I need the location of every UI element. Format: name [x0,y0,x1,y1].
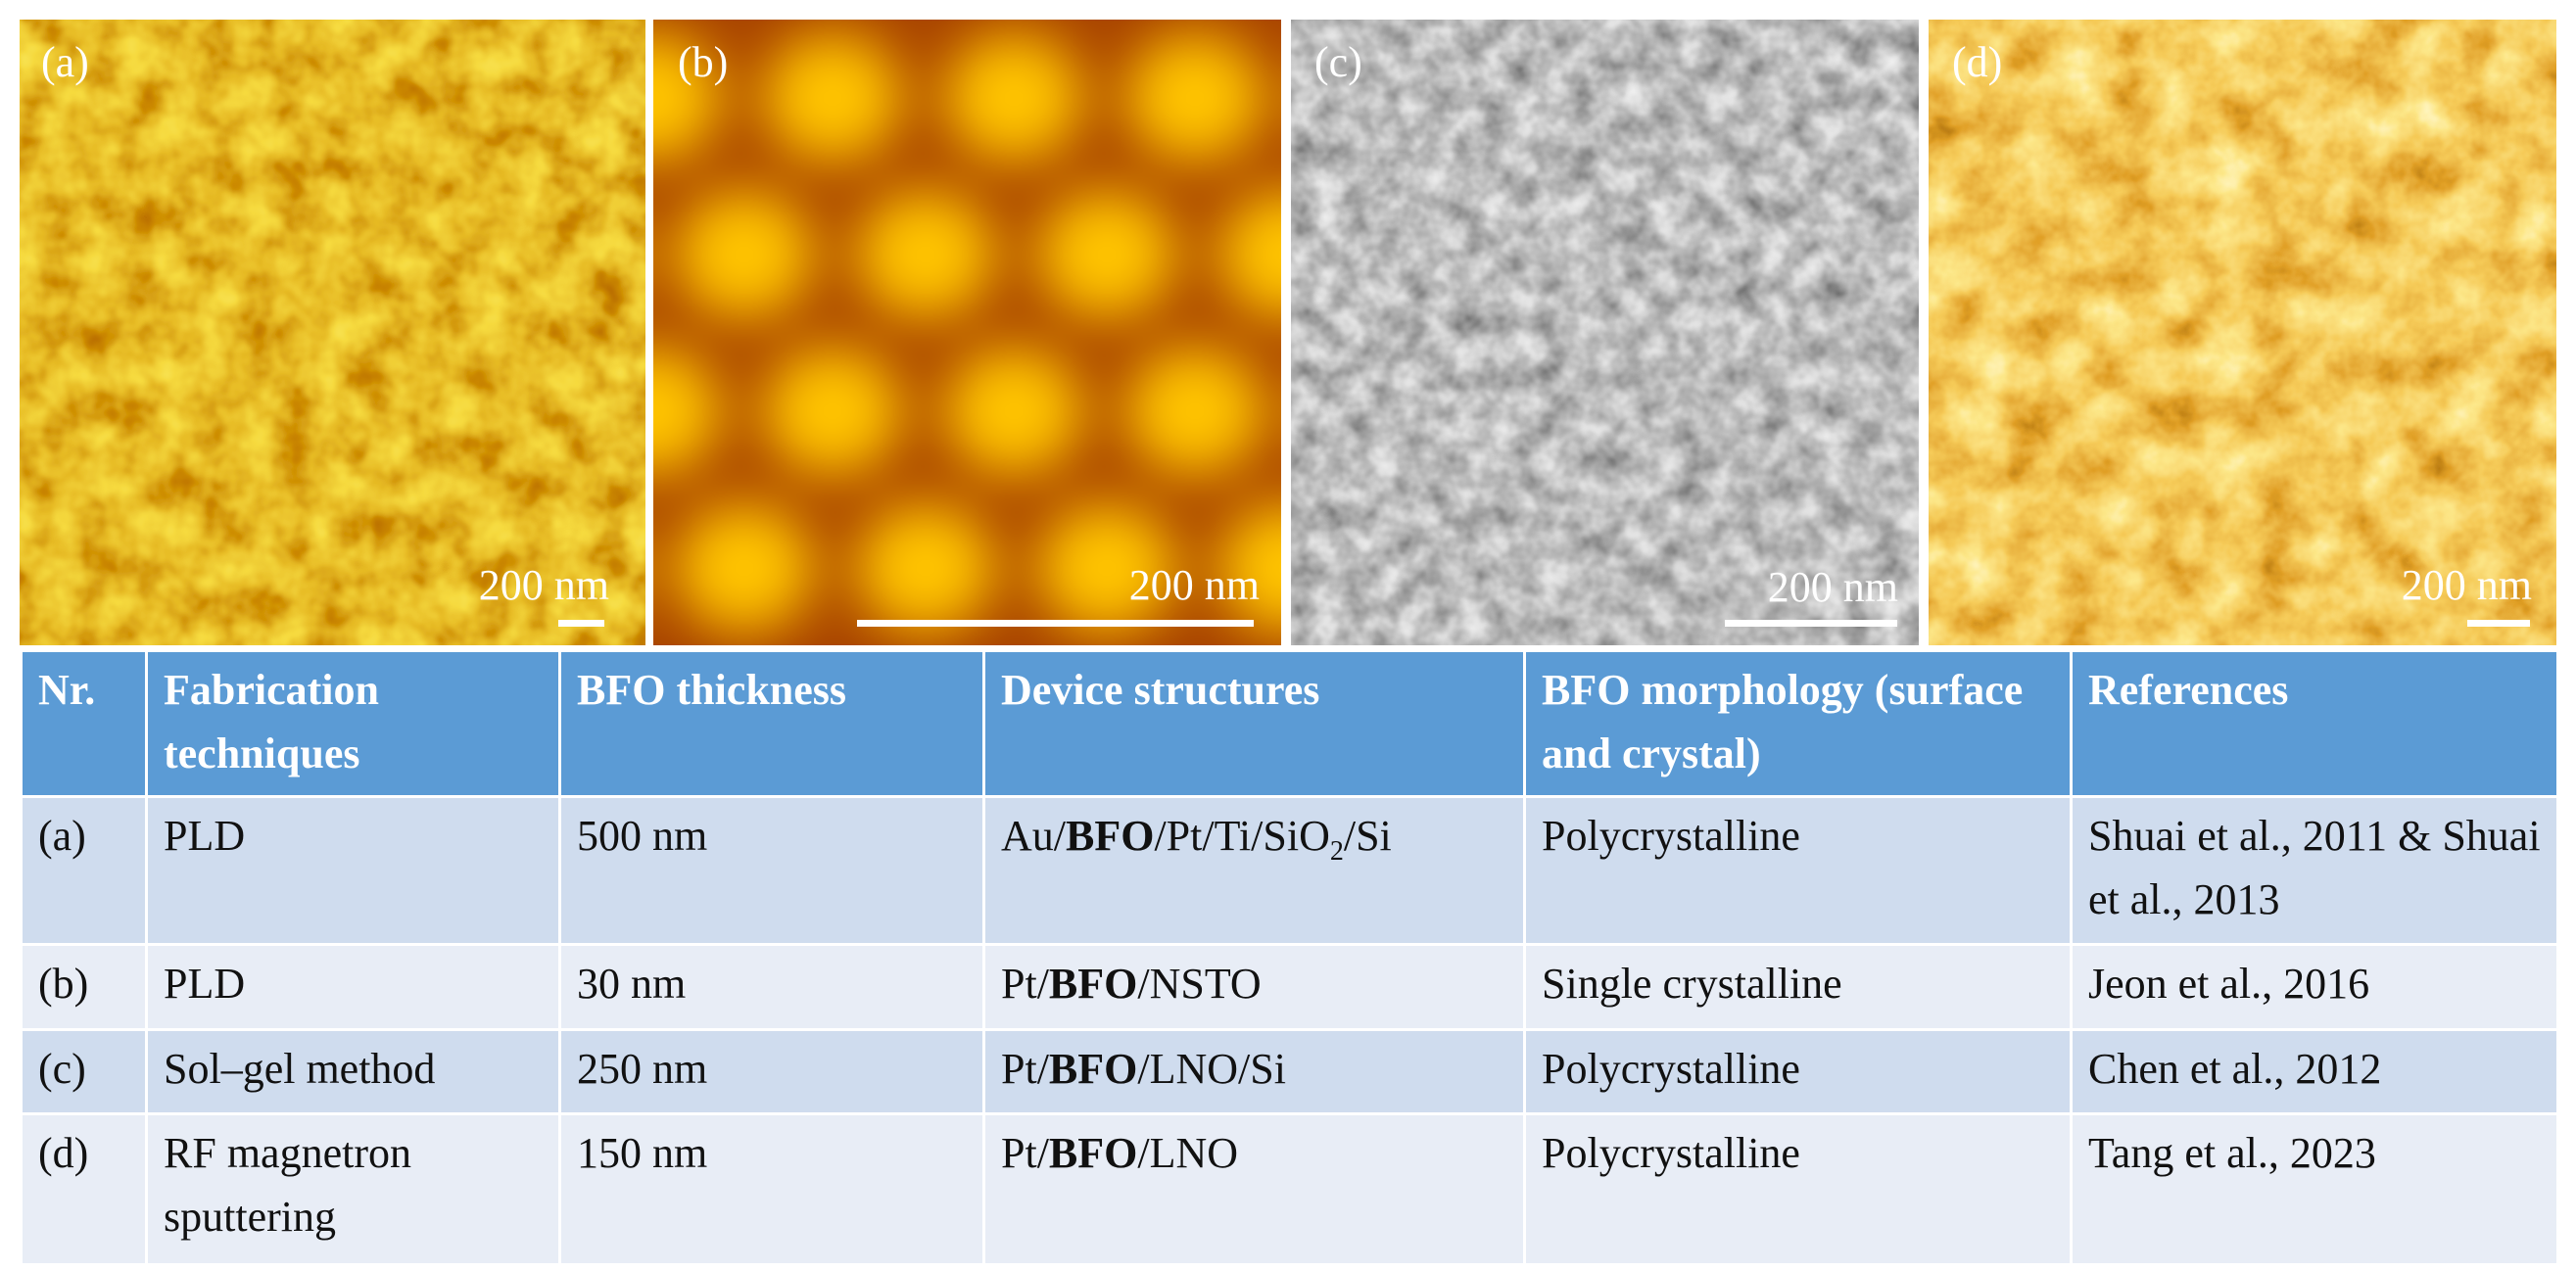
header-cell: BFO morphology (surface and crystal) [1523,649,2073,798]
grain [653,33,722,163]
header-cell: Nr. [20,649,148,798]
header-row: Nr. Fabrication techniques BFO thickness… [20,649,2559,798]
cell: Sol–gel method [145,1028,561,1115]
scale-bar [558,620,604,627]
cell: 500 nm [558,795,985,946]
cell: Jeon et al., 2016 [2070,943,2559,1031]
image-b [653,20,1281,645]
header-cell: Device structures [982,649,1526,798]
cell: Shuai et al., 2011 & Shuai et al., 2013 [2070,795,2559,946]
text: /LNO [1137,1129,1239,1177]
row: (a) PLD 500 nm Au/BFO/Pt/Ti/SiO2/Si Poly… [20,795,2559,946]
summary-table: Nr. Fabrication techniques BFO thickness… [20,649,2559,1266]
cell: 250 nm [558,1028,985,1115]
text: Pt/ [1001,960,1049,1008]
header-cell: Fabrication techniques [145,649,561,798]
panel-label: (d) [1952,38,2002,86]
grain [674,190,815,319]
cell: Pt/BFO/LNO [982,1112,1526,1266]
cell: Chen et al., 2012 [2070,1028,2559,1115]
scale-bar [2467,620,2530,627]
cell: Pt/BFO/LNO/Si [982,1028,1526,1115]
image-a [20,20,645,645]
text: Pt/ [1001,1045,1049,1093]
cell: Single crystalline [1523,943,2073,1031]
cell: PLD [145,795,561,946]
row: (d) RF magnetron sputtering 150 nm Pt/BF… [20,1112,2559,1266]
grain [943,347,1084,476]
text: /Si [1343,812,1392,860]
text-bold: BFO [1066,812,1155,860]
grain [1036,503,1177,633]
row: (b) PLD 30 nm Pt/BFO/NSTO Single crystal… [20,943,2559,1031]
grain [762,33,903,163]
cell: (b) [20,943,148,1031]
text: /NSTO [1137,960,1262,1008]
subscript: 2 [1329,835,1344,867]
grain [674,503,815,633]
grain [762,347,903,476]
text-bold: BFO [1048,960,1138,1008]
grain [1036,190,1177,319]
panel-label: (b) [678,38,728,86]
header-cell: References [2070,649,2559,798]
scale-label: 200 nm [1129,561,1260,609]
scale-bar [857,620,1254,627]
cell: Polycrystalline [1523,1112,2073,1266]
header-cell: BFO thickness [558,649,985,798]
panel-label: (c) [1314,38,1362,86]
grain [1217,503,1281,633]
row: (c) Sol–gel method 250 nm Pt/BFO/LNO/Si … [20,1028,2559,1115]
scale-label: 200 nm [2402,561,2532,609]
grain [1124,33,1265,163]
text: /LNO/Si [1137,1045,1286,1093]
cell: 30 nm [558,943,985,1031]
cell: 150 nm [558,1112,985,1266]
cell: (c) [20,1028,148,1115]
grain [1217,190,1281,319]
cell: Pt/BFO/NSTO [982,943,1526,1031]
cell: Au/BFO/Pt/Ti/SiO2/Si [982,795,1526,946]
scale-label: 200 nm [1768,563,1898,611]
grain [1124,347,1265,476]
text: /Pt/Ti/SiO [1154,812,1330,860]
cell: (a) [20,795,148,946]
text: Au/ [1001,812,1066,860]
cell: Polycrystalline [1523,795,2073,946]
panel-label: (a) [41,38,89,86]
image-d [1929,20,2556,645]
cell: Tang et al., 2023 [2070,1112,2559,1266]
micrographs: (a) (b) (c) (d) 200 nm 200 nm 200 nm 200… [20,20,2556,645]
image-c [1291,20,1919,645]
scale-label: 200 nm [479,561,609,609]
grain [653,347,722,476]
cell: PLD [145,943,561,1031]
scale-bar [1725,620,1897,627]
cell: RF magnetron sputtering [145,1112,561,1266]
cell: Polycrystalline [1523,1028,2073,1115]
grain [855,190,996,319]
text-bold: BFO [1048,1129,1138,1177]
text: Pt/ [1001,1129,1049,1177]
grain [943,33,1084,163]
cell: (d) [20,1112,148,1266]
grain [855,503,996,633]
text-bold: BFO [1048,1045,1138,1093]
